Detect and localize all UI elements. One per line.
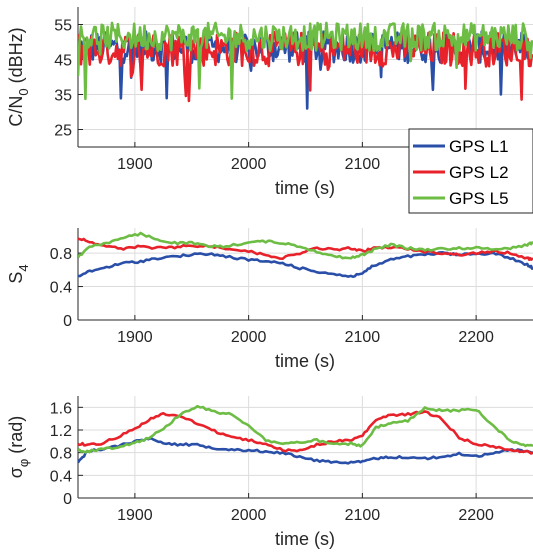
y-tick-label: 0.4 xyxy=(50,468,72,485)
legend-entry: GPS L1 xyxy=(449,137,509,156)
plot-area xyxy=(78,404,533,465)
x-tick-label: 2000 xyxy=(231,156,267,173)
y-tick-label: 25 xyxy=(54,123,72,140)
y-tick-label: 0 xyxy=(63,313,72,330)
x-tick-label: 2100 xyxy=(345,156,381,173)
y-tick-label: 45 xyxy=(54,53,72,70)
panel-cn0: 190020002100220025354555time (s)C/N0 (dB… xyxy=(6,7,533,198)
y-tick-label: 0.4 xyxy=(50,280,72,297)
series-line-gps-l2 xyxy=(78,237,533,261)
series-line-gps-l5 xyxy=(78,21,533,101)
series-line-gps-l1 xyxy=(78,251,533,278)
legend-entry: GPS L2 xyxy=(449,163,509,182)
plot-area xyxy=(78,21,533,110)
y-tick-label: 0.8 xyxy=(50,246,72,263)
x-tick-label: 2000 xyxy=(231,507,267,524)
x-tick-label: 1900 xyxy=(117,329,153,346)
y-tick-label: 0 xyxy=(63,491,72,508)
x-tick-label: 2200 xyxy=(458,329,494,346)
y-tick-label: 1.6 xyxy=(50,400,72,417)
y-tick-label: 0.8 xyxy=(50,446,72,463)
x-tick-label: 2000 xyxy=(231,329,267,346)
y-axis-label: C/N0 (dBHz) xyxy=(6,27,31,126)
series-line-gps-l5 xyxy=(78,231,533,260)
x-axis-label: time (s) xyxy=(275,529,335,549)
y-axis-label: S4 xyxy=(6,264,31,283)
plot-area xyxy=(78,231,533,278)
x-tick-label: 1900 xyxy=(117,507,153,524)
legend: GPS L1 GPS L2 GPS L5 xyxy=(408,128,533,214)
panel-s4: 1900 2000 2100 2200 0 0.4 0.8 time (s) S4 xyxy=(6,228,533,371)
panel-sigma: 1900 2000 2100 2200 0 0.4 0.8 1.2 1.6 time (s) σφ … xyxy=(6,396,533,549)
y-tick-label: 35 xyxy=(54,88,72,105)
x-axis-label: time (s) xyxy=(275,178,335,198)
y-tick-label: 1.2 xyxy=(50,423,72,440)
series-line-gps-l2 xyxy=(78,410,533,455)
x-tick-label: 1900 xyxy=(117,156,153,173)
x-tick-label: 2200 xyxy=(458,507,494,524)
series-line-gps-l5 xyxy=(78,404,533,454)
y-tick-label: 55 xyxy=(54,18,72,35)
legend-entry: GPS L5 xyxy=(449,189,509,208)
y-axis-label: σφ (rad) xyxy=(6,416,31,479)
x-axis-label: time (s) xyxy=(275,351,335,371)
x-tick-label: 2100 xyxy=(345,507,381,524)
x-tick-label: 2100 xyxy=(345,329,381,346)
